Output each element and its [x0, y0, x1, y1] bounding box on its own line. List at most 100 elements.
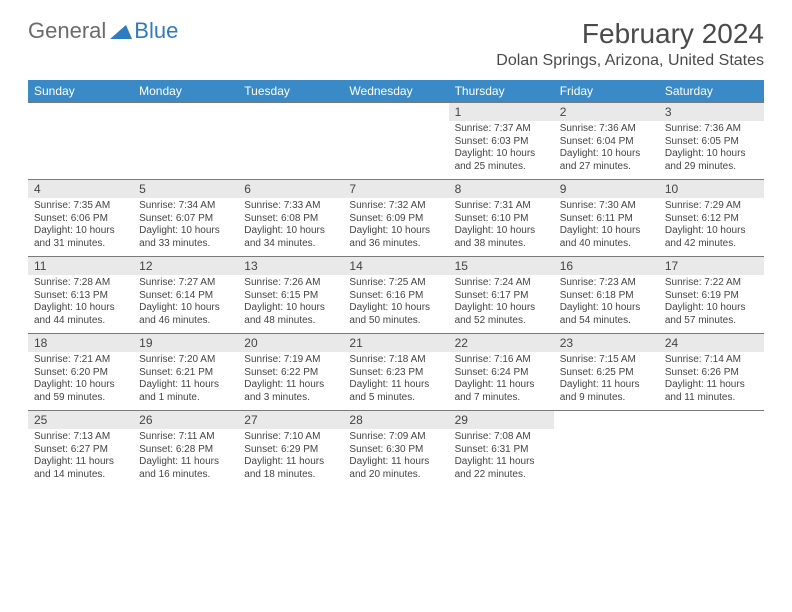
- sunset-line: Sunset: 6:25 PM: [560, 367, 653, 380]
- day-number-row: 11121314151617: [28, 257, 764, 276]
- daylight-line: Daylight: 11 hours and 22 minutes.: [455, 456, 548, 481]
- day-number-cell: 13: [238, 257, 343, 276]
- day-number-cell: 7: [343, 180, 448, 199]
- sunset-line: Sunset: 6:29 PM: [244, 444, 337, 457]
- sunrise-line: Sunrise: 7:10 AM: [244, 431, 337, 444]
- daylight-line: Daylight: 11 hours and 16 minutes.: [139, 456, 232, 481]
- location: Dolan Springs, Arizona, United States: [496, 52, 764, 70]
- day-number-row: 18192021222324: [28, 334, 764, 353]
- sunset-line: Sunset: 6:26 PM: [665, 367, 758, 380]
- day-content-cell: Sunrise: 7:25 AMSunset: 6:16 PMDaylight:…: [343, 275, 448, 334]
- sunrise-line: Sunrise: 7:09 AM: [349, 431, 442, 444]
- daylight-line: Daylight: 10 hours and 25 minutes.: [455, 148, 548, 173]
- sunrise-line: Sunrise: 7:26 AM: [244, 277, 337, 290]
- sunrise-line: Sunrise: 7:13 AM: [34, 431, 127, 444]
- day-number-cell: 4: [28, 180, 133, 199]
- month-title: February 2024: [496, 18, 764, 50]
- day-number-cell: 21: [343, 334, 448, 353]
- weekday-header: Monday: [133, 80, 238, 103]
- day-content-row: Sunrise: 7:35 AMSunset: 6:06 PMDaylight:…: [28, 198, 764, 257]
- sunrise-line: Sunrise: 7:15 AM: [560, 354, 653, 367]
- sunrise-line: Sunrise: 7:30 AM: [560, 200, 653, 213]
- day-content-cell: Sunrise: 7:34 AMSunset: 6:07 PMDaylight:…: [133, 198, 238, 257]
- sunrise-line: Sunrise: 7:16 AM: [455, 354, 548, 367]
- day-content-cell: [238, 121, 343, 180]
- sunset-line: Sunset: 6:28 PM: [139, 444, 232, 457]
- daylight-line: Daylight: 11 hours and 7 minutes.: [455, 379, 548, 404]
- day-content-cell: Sunrise: 7:26 AMSunset: 6:15 PMDaylight:…: [238, 275, 343, 334]
- day-content-cell: Sunrise: 7:37 AMSunset: 6:03 PMDaylight:…: [449, 121, 554, 180]
- calendar-table: Sunday Monday Tuesday Wednesday Thursday…: [28, 80, 764, 487]
- sunset-line: Sunset: 6:14 PM: [139, 290, 232, 303]
- weekday-header: Wednesday: [343, 80, 448, 103]
- sunrise-line: Sunrise: 7:36 AM: [560, 123, 653, 136]
- day-content-cell: [28, 121, 133, 180]
- weekday-header-row: Sunday Monday Tuesday Wednesday Thursday…: [28, 80, 764, 103]
- weekday-header: Saturday: [659, 80, 764, 103]
- day-content-cell: Sunrise: 7:09 AMSunset: 6:30 PMDaylight:…: [343, 429, 448, 487]
- sunrise-line: Sunrise: 7:37 AM: [455, 123, 548, 136]
- sunrise-line: Sunrise: 7:14 AM: [665, 354, 758, 367]
- weekday-header: Tuesday: [238, 80, 343, 103]
- day-number-cell: 20: [238, 334, 343, 353]
- day-number-cell: [133, 103, 238, 122]
- weekday-header: Sunday: [28, 80, 133, 103]
- sunset-line: Sunset: 6:03 PM: [455, 136, 548, 149]
- day-content-cell: Sunrise: 7:21 AMSunset: 6:20 PMDaylight:…: [28, 352, 133, 411]
- day-number-row: 45678910: [28, 180, 764, 199]
- day-content-cell: Sunrise: 7:18 AMSunset: 6:23 PMDaylight:…: [343, 352, 448, 411]
- daylight-line: Daylight: 10 hours and 42 minutes.: [665, 225, 758, 250]
- day-number-cell: 9: [554, 180, 659, 199]
- day-content-row: Sunrise: 7:21 AMSunset: 6:20 PMDaylight:…: [28, 352, 764, 411]
- sunset-line: Sunset: 6:16 PM: [349, 290, 442, 303]
- day-number-cell: 22: [449, 334, 554, 353]
- weekday-header: Thursday: [449, 80, 554, 103]
- sunrise-line: Sunrise: 7:08 AM: [455, 431, 548, 444]
- daylight-line: Daylight: 10 hours and 34 minutes.: [244, 225, 337, 250]
- day-number-cell: 6: [238, 180, 343, 199]
- daylight-line: Daylight: 10 hours and 38 minutes.: [455, 225, 548, 250]
- day-content-cell: [554, 429, 659, 487]
- daylight-line: Daylight: 10 hours and 44 minutes.: [34, 302, 127, 327]
- sunrise-line: Sunrise: 7:31 AM: [455, 200, 548, 213]
- day-content-cell: [133, 121, 238, 180]
- day-content-cell: Sunrise: 7:14 AMSunset: 6:26 PMDaylight:…: [659, 352, 764, 411]
- sunrise-line: Sunrise: 7:20 AM: [139, 354, 232, 367]
- sunset-line: Sunset: 6:24 PM: [455, 367, 548, 380]
- sunset-line: Sunset: 6:12 PM: [665, 213, 758, 226]
- daylight-line: Daylight: 11 hours and 5 minutes.: [349, 379, 442, 404]
- daylight-line: Daylight: 10 hours and 50 minutes.: [349, 302, 442, 327]
- day-number-cell: 8: [449, 180, 554, 199]
- day-number-cell: [238, 103, 343, 122]
- logo-triangle-icon: [110, 25, 132, 39]
- sunset-line: Sunset: 6:15 PM: [244, 290, 337, 303]
- daylight-line: Daylight: 10 hours and 36 minutes.: [349, 225, 442, 250]
- sunset-line: Sunset: 6:08 PM: [244, 213, 337, 226]
- day-content-cell: [659, 429, 764, 487]
- sunrise-line: Sunrise: 7:34 AM: [139, 200, 232, 213]
- sunset-line: Sunset: 6:10 PM: [455, 213, 548, 226]
- day-number-cell: [28, 103, 133, 122]
- daylight-line: Daylight: 10 hours and 40 minutes.: [560, 225, 653, 250]
- day-content-cell: Sunrise: 7:35 AMSunset: 6:06 PMDaylight:…: [28, 198, 133, 257]
- day-number-cell: 5: [133, 180, 238, 199]
- sunset-line: Sunset: 6:31 PM: [455, 444, 548, 457]
- sunrise-line: Sunrise: 7:27 AM: [139, 277, 232, 290]
- day-number-cell: 28: [343, 411, 448, 430]
- daylight-line: Daylight: 11 hours and 20 minutes.: [349, 456, 442, 481]
- day-content-cell: Sunrise: 7:29 AMSunset: 6:12 PMDaylight:…: [659, 198, 764, 257]
- sunset-line: Sunset: 6:19 PM: [665, 290, 758, 303]
- sunrise-line: Sunrise: 7:22 AM: [665, 277, 758, 290]
- sunrise-line: Sunrise: 7:19 AM: [244, 354, 337, 367]
- weekday-header: Friday: [554, 80, 659, 103]
- daylight-line: Daylight: 10 hours and 57 minutes.: [665, 302, 758, 327]
- sunrise-line: Sunrise: 7:29 AM: [665, 200, 758, 213]
- daylight-line: Daylight: 10 hours and 29 minutes.: [665, 148, 758, 173]
- day-number-row: 2526272829: [28, 411, 764, 430]
- daylight-line: Daylight: 10 hours and 52 minutes.: [455, 302, 548, 327]
- daylight-line: Daylight: 11 hours and 9 minutes.: [560, 379, 653, 404]
- day-number-cell: 14: [343, 257, 448, 276]
- day-content-cell: Sunrise: 7:11 AMSunset: 6:28 PMDaylight:…: [133, 429, 238, 487]
- sunset-line: Sunset: 6:30 PM: [349, 444, 442, 457]
- day-number-cell: [554, 411, 659, 430]
